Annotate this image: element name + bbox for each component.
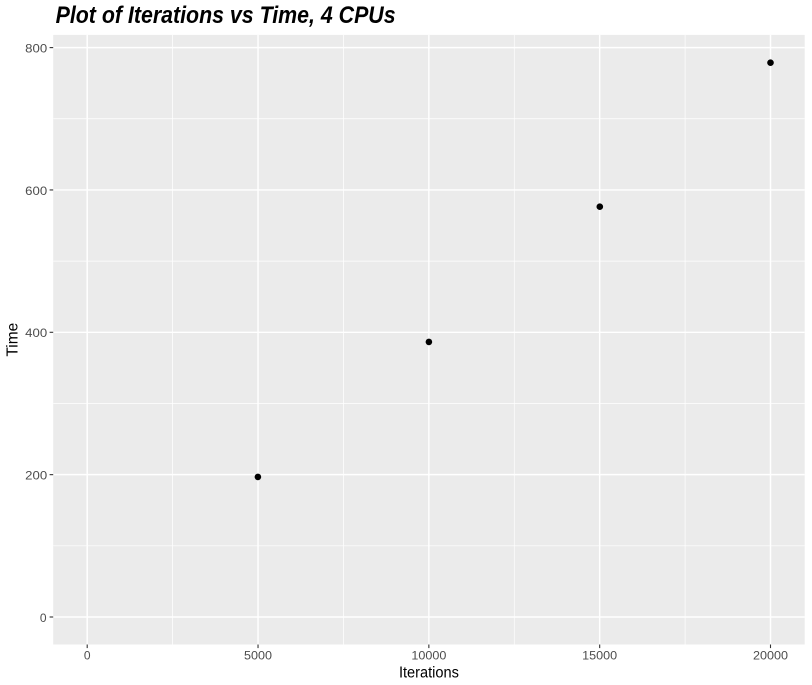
svg-text:Plot of Iterations vs Time, 4: Plot of Iterations vs Time, 4 CPUs (56, 2, 396, 29)
svg-text:600: 600 (25, 184, 47, 198)
svg-text:Time: Time (5, 323, 22, 357)
svg-text:0: 0 (40, 611, 47, 625)
svg-text:10000: 10000 (411, 648, 446, 662)
svg-text:800: 800 (25, 41, 47, 55)
svg-text:0: 0 (84, 648, 91, 662)
svg-text:Iterations: Iterations (399, 665, 459, 682)
svg-text:15000: 15000 (582, 648, 617, 662)
svg-text:200: 200 (25, 468, 47, 482)
svg-text:20000: 20000 (753, 648, 788, 662)
svg-text:400: 400 (25, 326, 47, 340)
svg-text:5000: 5000 (244, 648, 272, 662)
